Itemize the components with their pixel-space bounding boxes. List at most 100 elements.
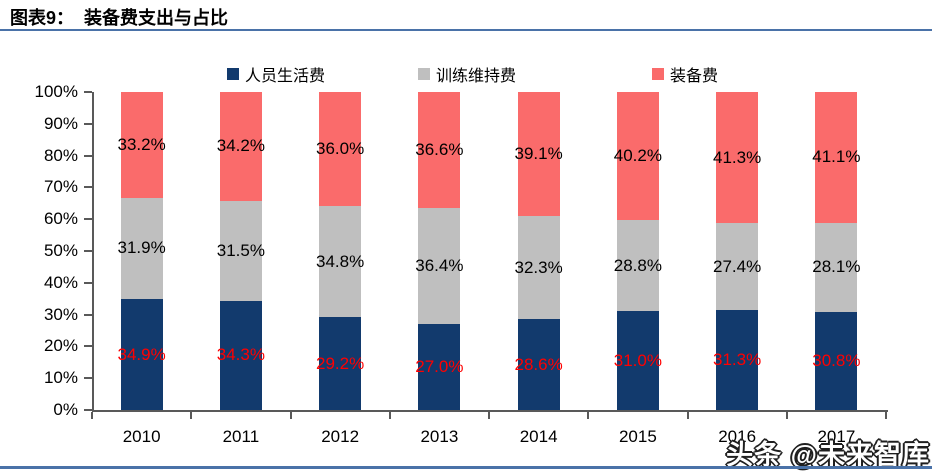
bar-segment <box>418 92 461 209</box>
x-category-label: 2016 <box>718 427 757 446</box>
legend-swatch-equipment <box>652 68 664 80</box>
y-tick-label: 70% <box>43 177 78 197</box>
legend-swatch-personnel <box>227 68 239 80</box>
y-tick-label: 20% <box>43 336 78 356</box>
x-tick-mark <box>388 412 391 419</box>
y-tick-label: 50% <box>43 241 78 260</box>
title-divider <box>0 29 932 31</box>
y-tick-mark <box>84 313 92 316</box>
y-tick-mark <box>84 91 92 93</box>
bar-segment <box>517 92 560 217</box>
legend-label-training: 训练维持费 <box>436 68 517 85</box>
x-category-label: 2015 <box>618 427 657 446</box>
y-tick-label: 90% <box>43 113 78 133</box>
data-label: 27.4% <box>713 256 762 276</box>
data-label: 29.2% <box>316 353 365 373</box>
x-category-label: 2012 <box>321 427 360 446</box>
bar-segment <box>616 92 659 220</box>
y-tick-mark <box>84 250 92 252</box>
bar-segment <box>815 222 858 313</box>
y-tick-mark <box>84 154 92 157</box>
y-tick-mark <box>84 409 92 411</box>
data-label: 36.0% <box>316 139 365 159</box>
y-tick-label: 40% <box>43 272 78 292</box>
watermark: 头条 @未来智库 <box>726 440 930 470</box>
data-label: 27.0% <box>415 357 464 377</box>
bar-segment <box>120 299 163 410</box>
bar-segment <box>120 92 163 198</box>
bar-segment <box>319 317 362 410</box>
data-label: 34.3% <box>216 345 265 365</box>
data-label: 31.9% <box>117 238 166 258</box>
y-tick-label: 0% <box>53 400 78 419</box>
bar-segment <box>616 311 659 410</box>
y-tick-label: 60% <box>43 209 78 229</box>
x-category-label: 2014 <box>519 427 558 446</box>
bar-segment <box>716 310 759 410</box>
legend-label-equipment: 装备费 <box>670 68 719 85</box>
x-axis-line <box>92 410 888 412</box>
y-tick-mark <box>84 281 92 284</box>
x-tick-mark <box>289 412 292 419</box>
data-label: 36.6% <box>415 140 464 160</box>
x-category-label: 2013 <box>420 427 459 446</box>
bar-segment <box>716 223 759 311</box>
y-tick-mark <box>84 218 92 221</box>
bar-segment <box>418 208 461 325</box>
legend-item-personnel: 人员生活费 <box>227 62 325 86</box>
data-label: 32.3% <box>514 257 563 277</box>
figure-title: 图表9： 装备费支出与占比 <box>10 8 229 28</box>
x-tick-mark <box>91 412 93 419</box>
legend-item-training: 训练维持费 <box>418 62 516 86</box>
x-tick-mark <box>686 412 689 419</box>
bar-segment <box>517 319 560 410</box>
y-axis-line <box>92 92 94 410</box>
x-category-label: 2017 <box>817 427 856 446</box>
x-tick-mark <box>785 412 788 419</box>
data-label: 30.8% <box>812 351 861 371</box>
bar-segment <box>120 197 163 299</box>
data-label: 28.8% <box>613 255 662 275</box>
y-tick-label: 100% <box>34 82 78 101</box>
data-label: 28.6% <box>514 354 563 374</box>
data-label: 28.1% <box>812 257 861 277</box>
y-tick-mark <box>84 345 92 348</box>
data-label: 34.9% <box>117 344 166 364</box>
bar-segment <box>815 92 858 223</box>
x-category-label: 2011 <box>222 427 260 446</box>
bar-segment <box>815 312 858 410</box>
data-label: 31.5% <box>216 240 265 260</box>
data-label: 40.2% <box>613 145 662 165</box>
bar-segment <box>319 206 362 318</box>
y-tick-label: 30% <box>43 304 78 324</box>
bar-segment <box>319 92 362 207</box>
bar-segment <box>616 219 659 312</box>
legend-label-personnel: 人员生活费 <box>245 68 326 85</box>
bar-segment <box>219 92 262 201</box>
bar-segment <box>219 300 262 410</box>
data-label: 34.8% <box>316 251 365 271</box>
bar-segment <box>517 216 560 320</box>
data-label: 33.2% <box>117 134 166 154</box>
data-label: 34.2% <box>216 136 265 156</box>
bar-segment <box>219 200 262 301</box>
x-tick-mark <box>488 412 490 419</box>
legend-item-equipment: 装备费 <box>652 62 718 86</box>
bar-segment <box>716 92 759 224</box>
x-category-label: 2010 <box>122 427 161 446</box>
y-tick-label: 10% <box>43 368 78 388</box>
legend-swatch-training <box>418 68 430 80</box>
data-label: 41.1% <box>812 147 861 167</box>
data-label: 41.3% <box>713 147 762 167</box>
bottom-divider <box>0 466 932 469</box>
x-tick-mark <box>190 412 193 419</box>
bar-segment <box>418 324 461 410</box>
data-label: 39.1% <box>514 144 563 164</box>
data-label: 31.0% <box>613 350 662 370</box>
y-tick-label: 80% <box>43 145 78 165</box>
y-tick-mark <box>84 122 92 125</box>
data-label: 36.4% <box>415 256 464 276</box>
y-tick-mark <box>84 186 92 189</box>
